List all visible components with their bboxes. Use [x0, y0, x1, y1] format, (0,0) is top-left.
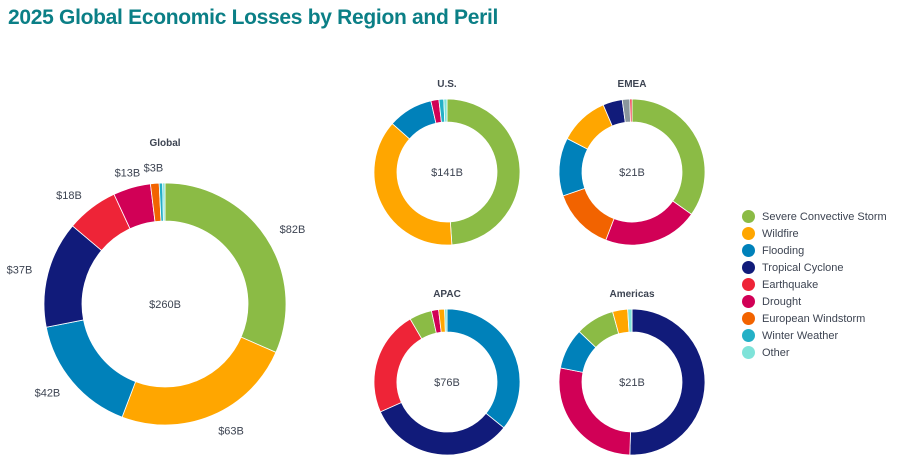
legend-swatch-icon [742, 210, 755, 223]
legend-swatch-icon [742, 312, 755, 325]
legend-label: Other [762, 346, 790, 359]
donut-title: APAC [433, 289, 461, 300]
slice-other[interactable] [444, 308, 448, 333]
donut-title: U.S. [437, 79, 457, 90]
slice-drought[interactable] [605, 200, 693, 246]
slice-european-windstorm[interactable] [562, 187, 615, 241]
legend-swatch-icon [742, 244, 755, 257]
legend-item[interactable]: Wildfire [742, 225, 887, 242]
legend-swatch-icon [742, 278, 755, 291]
data-label: $37B [7, 265, 33, 277]
data-label: $42B [35, 387, 61, 399]
center-total-label: $21B [619, 167, 645, 179]
legend-swatch-icon [742, 346, 755, 359]
data-label: $18B [56, 190, 82, 202]
donut-title: EMEA [618, 79, 647, 90]
legend-item[interactable]: Drought [742, 293, 887, 310]
slice-other[interactable] [162, 182, 166, 222]
legend-item[interactable]: Earthquake [742, 276, 887, 293]
legend-item[interactable]: Winter Weather [742, 327, 887, 344]
legend-item[interactable]: European Windstorm [742, 310, 887, 327]
slice-other[interactable] [443, 98, 448, 123]
data-label: $3B [144, 162, 164, 174]
legend-item[interactable]: Severe Convective Storm [742, 208, 887, 225]
legend-swatch-icon [742, 261, 755, 274]
legend: Severe Convective Storm Wildfire Flooding T… [742, 208, 887, 361]
slice-severe-convective-storm[interactable] [164, 182, 287, 353]
legend-label: Wildfire [762, 227, 799, 240]
legend-label: Drought [762, 295, 802, 308]
legend-label: Flooding [762, 244, 805, 257]
slice-wildfire[interactable] [566, 104, 613, 150]
legend-label: Severe Convective Storm [762, 210, 887, 223]
slice-severe-convective-storm[interactable] [446, 98, 521, 246]
center-total-label: $141B [431, 167, 463, 179]
slice-earthquake[interactable] [629, 98, 633, 123]
data-label: $82B [280, 224, 306, 236]
legend-label: Tropical Cyclone [762, 261, 844, 274]
slice-severe-convective-storm[interactable] [631, 98, 706, 215]
center-total-label: $260B [149, 299, 181, 311]
legend-label: Earthquake [762, 278, 819, 291]
center-total-label: $21B [619, 377, 645, 389]
data-label: $63B [218, 425, 244, 437]
donut-title: Americas [609, 289, 654, 300]
slice-earthquake[interactable] [373, 318, 423, 413]
slice-wildfire[interactable] [121, 336, 277, 426]
slice-tropical-cyclone[interactable] [379, 401, 505, 456]
slice-wildfire[interactable] [373, 123, 453, 246]
page-title: 2025 Global Economic Losses by Region an… [8, 6, 499, 29]
slice-other[interactable] [627, 308, 633, 333]
center-total-label: $76B [434, 377, 460, 389]
slice-tropical-cyclone[interactable] [629, 308, 706, 456]
legend-label: European Windstorm [762, 312, 866, 325]
legend-swatch-icon [742, 227, 755, 240]
legend-swatch-icon [742, 295, 755, 308]
legend-swatch-icon [742, 329, 755, 342]
legend-label: Winter Weather [762, 329, 839, 342]
data-label: $13B [115, 167, 141, 179]
donut-title: Global [149, 138, 180, 149]
slice-flooding[interactable] [446, 308, 521, 429]
legend-item[interactable]: Tropical Cyclone [742, 259, 887, 276]
slice-flooding[interactable] [45, 319, 137, 418]
legend-item[interactable]: Flooding [742, 242, 887, 259]
legend-item[interactable]: Other [742, 344, 887, 361]
